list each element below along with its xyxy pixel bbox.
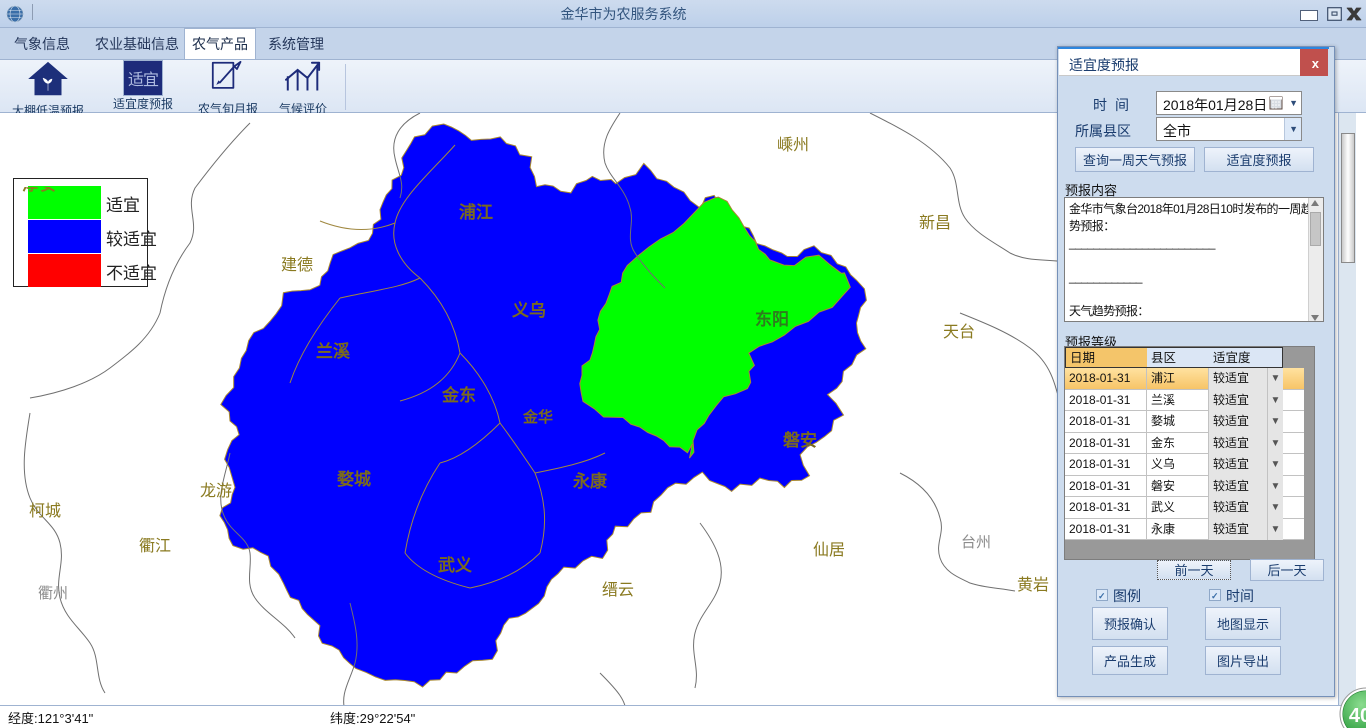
svg-text:缙云: 缙云 xyxy=(602,581,634,599)
svg-text:兰溪: 兰溪 xyxy=(316,341,351,361)
svg-text:龙游: 龙游 xyxy=(200,482,232,500)
svg-text:新昌: 新昌 xyxy=(919,214,951,232)
svg-text:婺城: 婺城 xyxy=(337,469,371,489)
svg-text:仙居: 仙居 xyxy=(813,541,845,559)
svg-text:金东: 金东 xyxy=(441,385,476,405)
svg-text:天台: 天台 xyxy=(943,323,975,341)
svg-text:浦江: 浦江 xyxy=(459,202,493,222)
svg-text:武义: 武义 xyxy=(438,555,472,575)
svg-text:嵊州: 嵊州 xyxy=(777,136,809,154)
svg-text:40: 40 xyxy=(1349,705,1366,727)
svg-text:衢江: 衢江 xyxy=(139,537,171,555)
svg-text:金华: 金华 xyxy=(522,408,553,426)
svg-text:永康: 永康 xyxy=(572,471,608,491)
svg-text:柯城: 柯城 xyxy=(29,502,61,520)
svg-text:磐安: 磐安 xyxy=(782,430,817,450)
svg-text:建德: 建德 xyxy=(281,256,313,274)
svg-text:东阳: 东阳 xyxy=(755,309,789,329)
svg-text:黄岩: 黄岩 xyxy=(1017,576,1049,594)
svg-text:义乌: 义乌 xyxy=(512,300,546,320)
svg-text:台州: 台州 xyxy=(961,534,991,551)
svg-text:衢州: 衢州 xyxy=(38,585,68,602)
